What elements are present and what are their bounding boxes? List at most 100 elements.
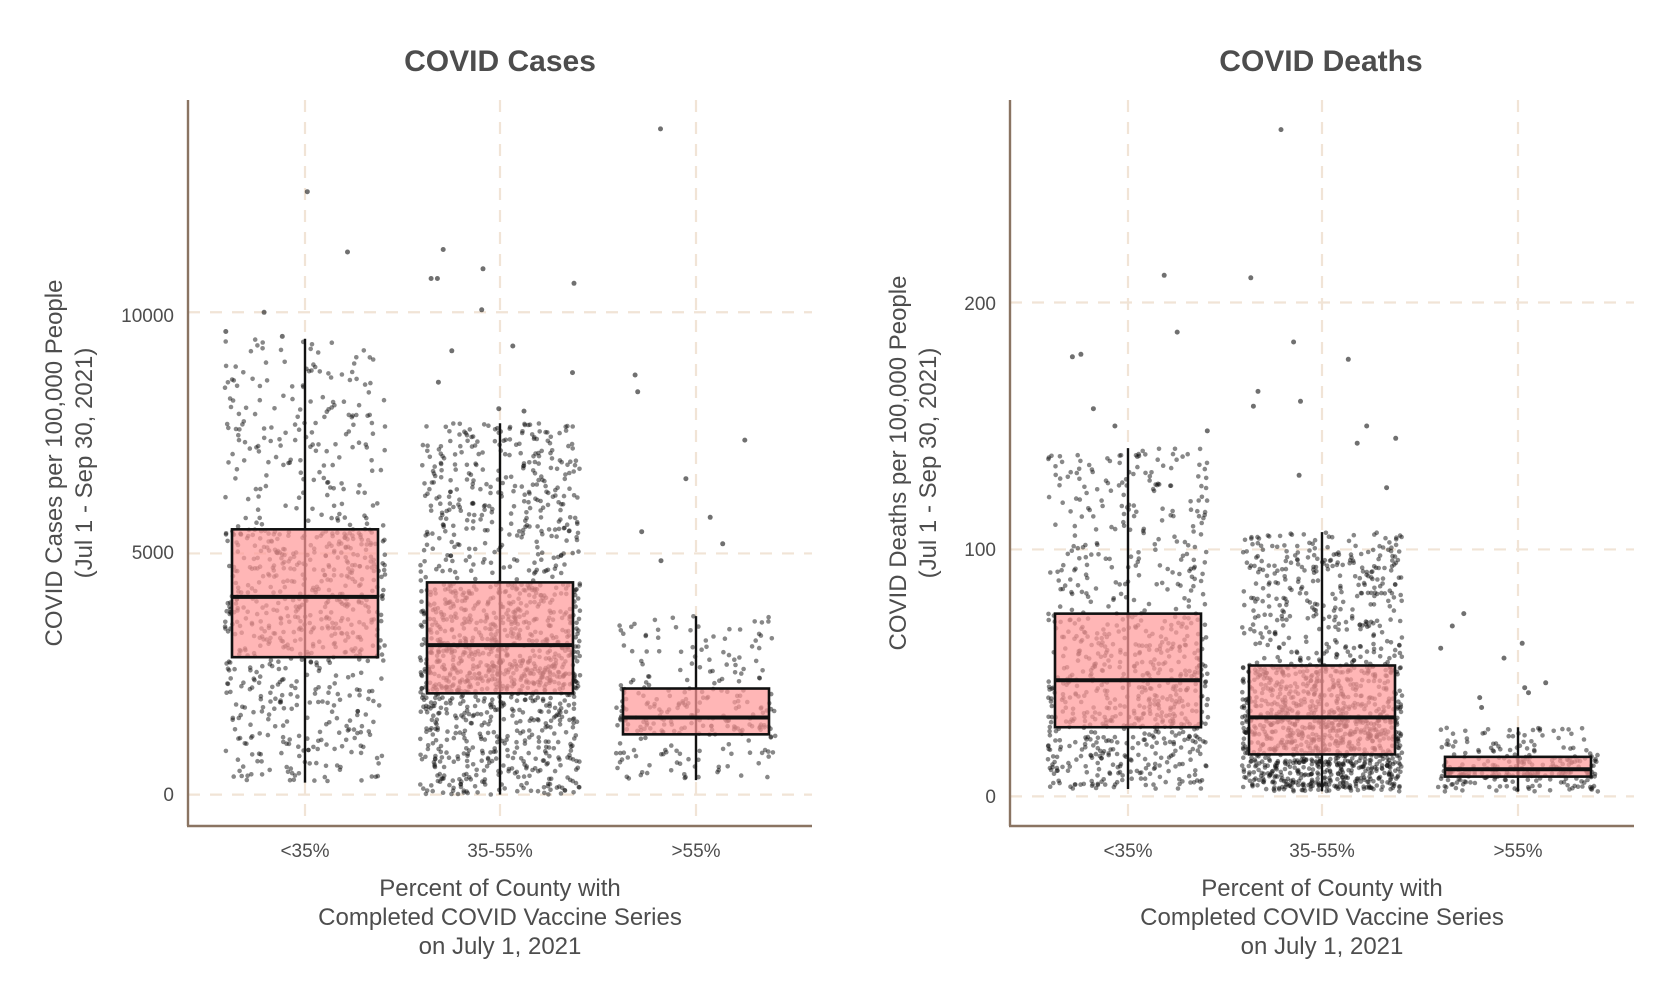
panel-deaths-point [1046, 714, 1051, 720]
panel-deaths-point [1353, 784, 1359, 789]
panel-cases-point [420, 463, 425, 468]
panel-deaths-point [1146, 601, 1152, 607]
panel-deaths-point [1350, 607, 1355, 612]
panel-deaths-point [1306, 766, 1312, 771]
panel-deaths-point [1259, 558, 1264, 564]
panel-cases-point [769, 636, 775, 641]
panel-cases-point [461, 751, 467, 756]
panel-cases-point [232, 666, 237, 672]
panel-cases-point [227, 563, 232, 569]
panel-deaths-outlier-point [1278, 127, 1284, 133]
panel-deaths-point [1532, 789, 1537, 794]
panel-deaths-point [1281, 595, 1286, 601]
panel-cases-point [427, 454, 433, 460]
panel-cases-outlier-point [632, 372, 638, 378]
panel-deaths-point [1398, 665, 1403, 670]
panel-cases-point [452, 544, 457, 550]
panel-cases-point [501, 565, 507, 570]
panel-cases-point [688, 628, 693, 633]
panel-cases-point [261, 426, 267, 431]
panel-deaths-point [1180, 454, 1185, 459]
panel-cases-ytick-label: 0 [163, 785, 174, 806]
panel-cases-point [423, 754, 428, 760]
panel-cases-point [470, 762, 476, 767]
panel-deaths-point [1312, 546, 1318, 551]
panel-deaths-point [1561, 745, 1566, 750]
panel-deaths-point [1052, 759, 1057, 765]
panel-deaths-point [1241, 736, 1247, 741]
panel-cases-outlier-point [223, 329, 229, 334]
panel-deaths-point [1398, 704, 1404, 710]
panel-cases-point [255, 343, 260, 348]
panel-deaths-point [1358, 626, 1363, 632]
panel-deaths-point [1263, 755, 1268, 760]
panel-deaths-point [1093, 527, 1099, 532]
panel-deaths-point [1374, 618, 1380, 624]
panel-cases-point [533, 756, 538, 762]
panel-deaths-point [1266, 582, 1272, 587]
panel-deaths-point [1079, 589, 1085, 595]
panel-cases-point [457, 432, 462, 437]
panel-cases-point [256, 449, 262, 454]
panel-cases-point [562, 525, 567, 531]
panel-cases-point [236, 411, 242, 417]
panel-cases-point [576, 549, 581, 554]
panel-cases-point [223, 619, 228, 625]
panel-cases-point [470, 481, 476, 487]
panel-deaths-point [1315, 776, 1320, 781]
panel-deaths-point [1204, 763, 1209, 769]
panel-cases-point [283, 430, 288, 436]
panel-cases-point [673, 625, 679, 630]
panel-cases-point [447, 429, 452, 434]
panel-cases-point [451, 421, 456, 426]
panel-cases-point [576, 616, 582, 622]
panel-cases-point [371, 698, 376, 704]
panel-cases-point [322, 414, 327, 420]
panel-deaths-point [1274, 617, 1280, 623]
panel-deaths-point [1254, 660, 1260, 666]
panel-cases-point [538, 767, 543, 773]
panel-cases-point [223, 494, 228, 500]
panel-cases-point [563, 709, 569, 715]
panel-cases-box [425, 581, 575, 695]
panel-deaths-point [1108, 488, 1114, 494]
panel-deaths-point [1109, 565, 1115, 570]
panel-cases-point [448, 438, 453, 444]
panel-deaths-point [1170, 752, 1176, 757]
panel-cases-point [544, 762, 549, 767]
panel-cases-point [696, 624, 701, 629]
panel-cases-point [448, 478, 453, 483]
panel-cases-point [231, 774, 236, 779]
panel-deaths-point [1392, 582, 1398, 587]
panel-cases-point [437, 536, 442, 541]
panel-deaths-point [1144, 742, 1149, 747]
panel-cases-point [542, 790, 547, 796]
panel-deaths-point [1565, 783, 1570, 788]
panel-deaths-point [1374, 530, 1379, 535]
panel-cases-point [481, 422, 487, 427]
panel-deaths-point [1174, 457, 1179, 463]
panel-deaths-outlier-point [1364, 423, 1370, 429]
panel-cases-point [618, 628, 624, 633]
panel-cases-point [241, 680, 246, 685]
panel-cases-point [424, 726, 429, 731]
panel-cases-point [478, 486, 483, 492]
panel-deaths-point [1506, 733, 1511, 739]
panel-cases-point [501, 438, 507, 444]
panel-cases-point [536, 421, 542, 426]
panel-deaths-point [1166, 768, 1171, 774]
panel-cases-point [575, 649, 581, 655]
panel-cases-point [655, 635, 661, 640]
panel-cases-point [514, 558, 520, 563]
panel-cases-point [419, 588, 424, 594]
panel-cases-point [357, 692, 362, 698]
panel-cases-ylabel-line: COVID Cases per 100,000 People [41, 280, 68, 647]
panel-deaths-point [1289, 532, 1295, 537]
panel-cases: COVID Cases 10000 5000 0 <35% 35-55% >55… [41, 45, 812, 960]
panel-deaths-point [1055, 569, 1060, 575]
panel-cases-point [315, 350, 321, 355]
panel-deaths-point [1196, 498, 1201, 503]
panel-cases-point [370, 357, 376, 362]
panel-deaths-outlier-point [1291, 339, 1297, 345]
panel-deaths-point [1397, 618, 1403, 624]
